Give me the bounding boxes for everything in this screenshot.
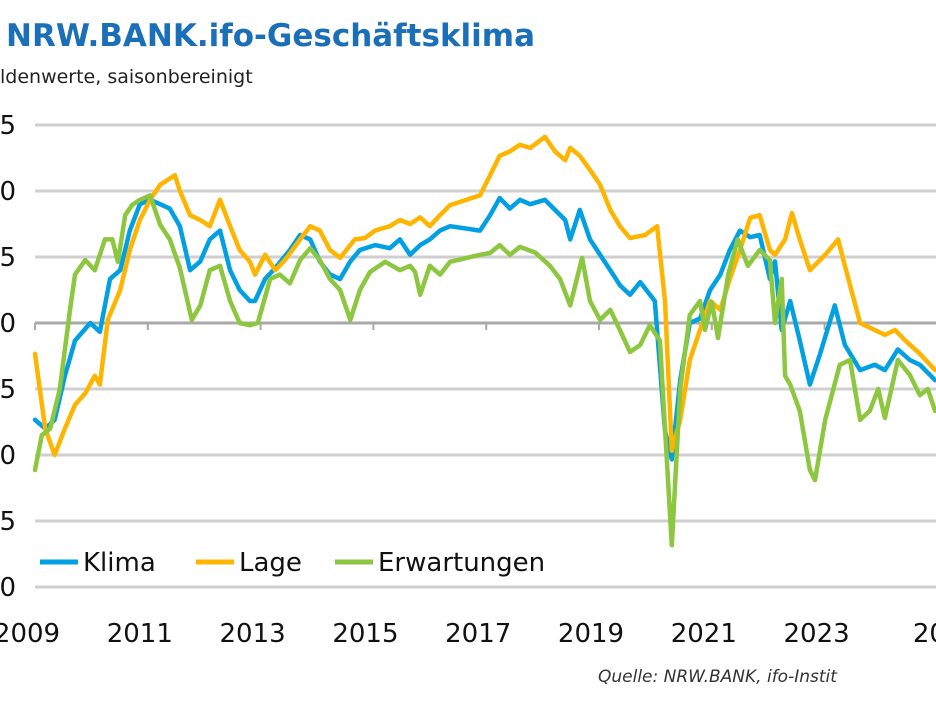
- x-tick-label: 20: [913, 619, 936, 649]
- x-tick-label: 2009: [0, 619, 60, 649]
- y-tick-label: 45: [0, 111, 16, 141]
- y-tick-label: -60: [0, 573, 16, 603]
- y-tick-label: -30: [0, 441, 16, 471]
- y-tick-label: 0: [0, 309, 16, 339]
- y-tick-label: 15: [0, 243, 16, 273]
- legend-label-klima: Klima: [83, 548, 156, 578]
- series-line-klima: [32, 195, 936, 462]
- x-tick-label: 2023: [784, 619, 850, 649]
- x-tick-label: 2011: [107, 619, 173, 649]
- chart-subtitle: ldenwerte, saisonbereinigt: [0, 66, 253, 88]
- legend: Klima Lage Erwartungen: [40, 548, 545, 578]
- y-tick-label: -45: [0, 507, 16, 537]
- x-tick-label: 2017: [445, 619, 511, 649]
- x-tick-label: 2013: [220, 619, 286, 649]
- series-line-lage: [32, 134, 936, 458]
- y-tick-label: -15: [0, 375, 16, 405]
- chart-title: NRW.BANK.ifo-Geschäftsklima: [6, 18, 536, 54]
- x-tick-label: 2015: [332, 619, 398, 649]
- series-lines: [32, 134, 936, 548]
- y-axis-ticks: 45 30 15 0 -15 -30 -45 -60: [0, 111, 16, 603]
- x-axis-ticks: 2009 2011 2013 2015 2017 2019 2021 2023 20: [0, 323, 936, 649]
- legend-label-lage: Lage: [239, 548, 302, 578]
- gridlines: [35, 123, 936, 589]
- legend-label-erwartungen: Erwartungen: [378, 548, 545, 578]
- x-tick-label: 2019: [558, 619, 624, 649]
- y-tick-label: 30: [0, 177, 16, 207]
- series-line-erwartungen: [32, 193, 936, 548]
- source-note: Quelle: NRW.BANK, ifo-Instit: [598, 667, 837, 687]
- x-tick-label: 2021: [671, 619, 737, 649]
